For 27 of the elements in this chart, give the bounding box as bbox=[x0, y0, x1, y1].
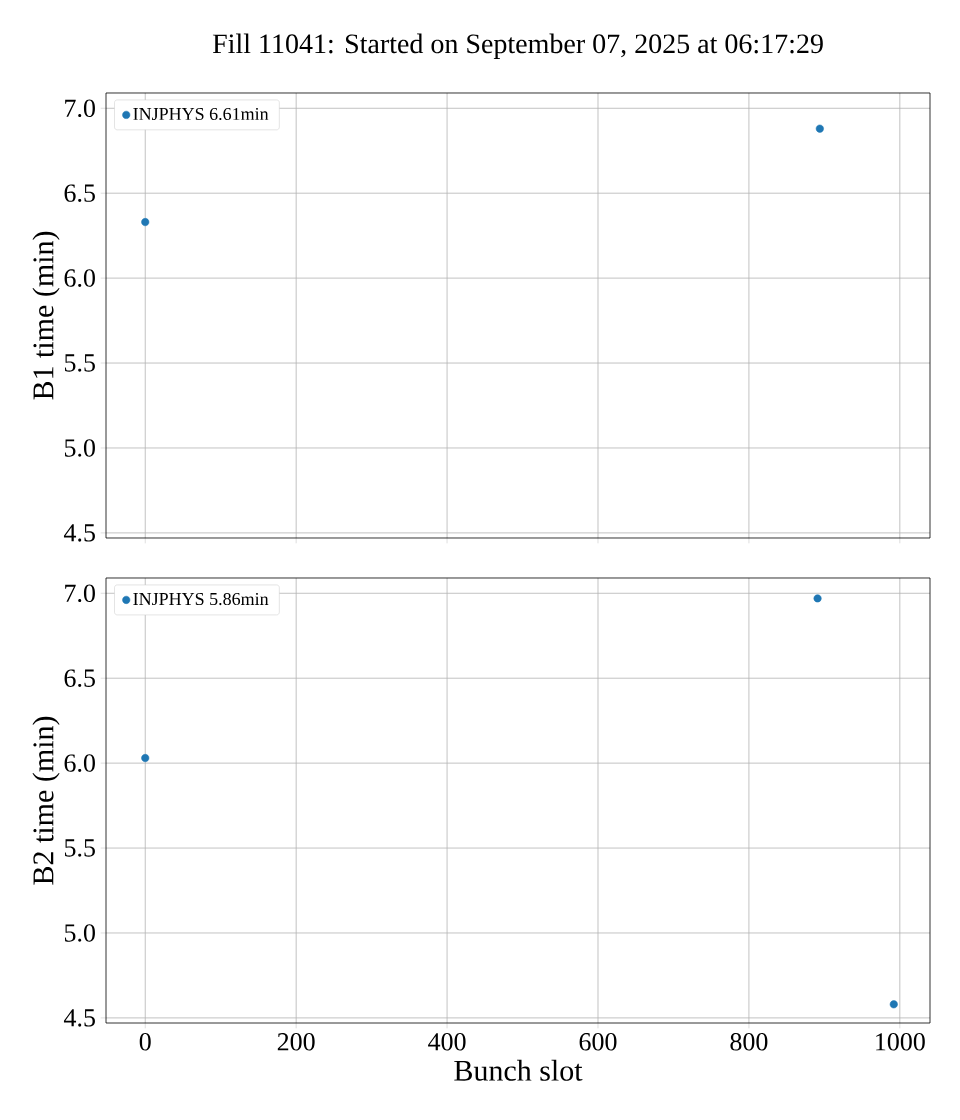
legend-label: INJPHYS 5.86min bbox=[133, 592, 269, 606]
y-tick-label: 5.5 bbox=[64, 839, 95, 857]
y-tick-label: 6.5 bbox=[64, 184, 95, 202]
point bbox=[889, 1000, 898, 1009]
point bbox=[141, 754, 150, 763]
y-tick-label: 5.0 bbox=[64, 924, 95, 942]
y-tick-label: 4.5 bbox=[63, 524, 95, 542]
y-tick-label: 7.0 bbox=[65, 99, 95, 118]
x-tick-label: 800 bbox=[730, 1033, 768, 1051]
y-tick-label: 6.0 bbox=[64, 269, 95, 287]
x-tick-label: 600 bbox=[579, 1033, 617, 1051]
legend-label: INJPHYS 6.61min bbox=[133, 107, 269, 121]
y-tick-label: 4.5 bbox=[63, 1009, 95, 1027]
y-tick-label: 5.5 bbox=[64, 354, 95, 372]
x-tick-label: 0 bbox=[139, 1033, 151, 1051]
y-tick-label: 7.0 bbox=[65, 584, 95, 603]
y-axis-title: B2 time (min) bbox=[32, 716, 60, 885]
x-tick-label: 200 bbox=[277, 1033, 315, 1051]
y-tick-label: 5.0 bbox=[64, 439, 95, 457]
y-axis-title: B1 time (min) bbox=[32, 231, 60, 400]
x-axis-title: Bunch slot bbox=[454, 1059, 583, 1081]
x-tick-label: 400 bbox=[428, 1033, 466, 1051]
chart-title: Fill 11041: Started on September 07, 2025 at 06:17:29 bbox=[212, 33, 823, 59]
y-tick-label: 6.5 bbox=[64, 669, 95, 687]
x-tick-label: 1000 bbox=[876, 1033, 925, 1051]
point bbox=[813, 594, 822, 603]
y-tick-label: 6.0 bbox=[64, 754, 95, 772]
